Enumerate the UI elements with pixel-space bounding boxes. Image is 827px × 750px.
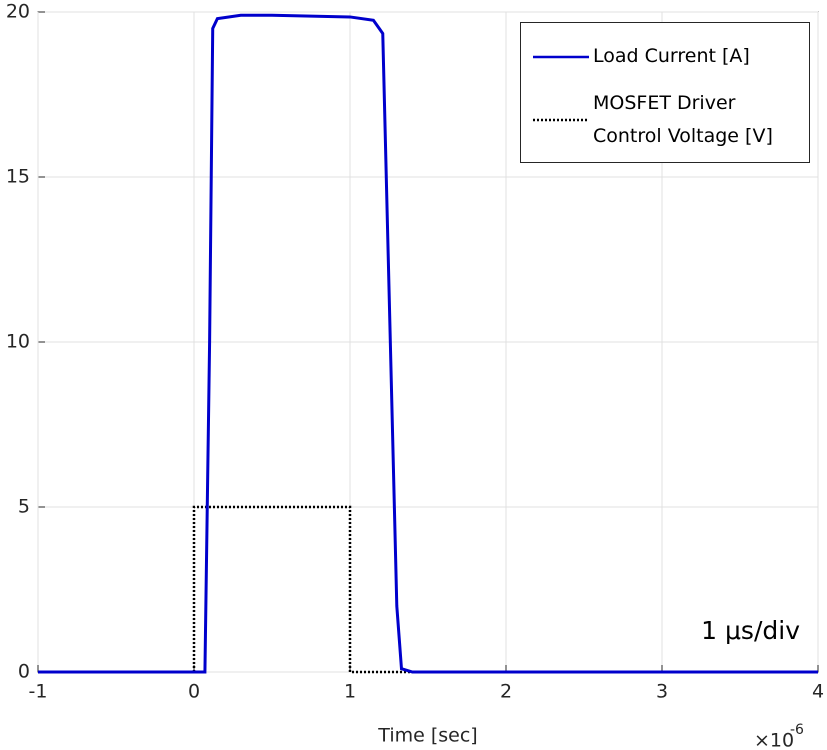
y-tick-label: 20 <box>6 1 30 23</box>
x-tick-label: 3 <box>656 681 668 703</box>
y-tick-label: 15 <box>6 166 30 188</box>
x-tick-label: 0 <box>188 681 200 703</box>
y-tick-label: 5 <box>18 496 30 518</box>
x-tick-label: 1 <box>344 681 356 703</box>
x-axis-label: Time [sec] <box>377 725 477 747</box>
legend-label: Load Current [A] <box>593 45 750 67</box>
annotation: 1 μs/div <box>701 616 800 645</box>
x-tick-label: 2 <box>500 681 512 703</box>
y-tick-label: 10 <box>6 331 30 353</box>
x-multiplier: ×10 <box>754 730 794 750</box>
y-tick-label: 0 <box>18 661 30 683</box>
line-series <box>38 13 818 674</box>
legend-keys <box>533 55 589 122</box>
x-tick-label: 4 <box>812 681 824 703</box>
legend: Load Current [A] MOSFET Driver Control V… <box>520 22 810 163</box>
x-tick-label: -1 <box>29 681 48 703</box>
legend-label: MOSFET Driver Control Voltage [V] <box>593 92 773 147</box>
x-multiplier-exponent: -6 <box>790 722 804 738</box>
